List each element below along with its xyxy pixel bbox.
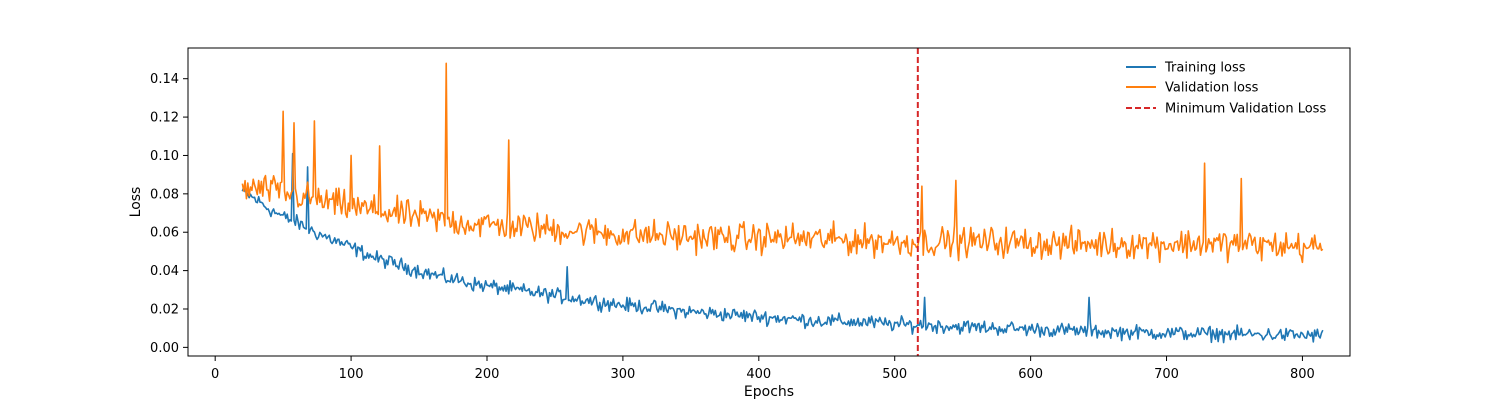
x-axis-ticks: 0 100 200 300 400 500 600 700 800: [211, 356, 1315, 382]
x-tick-label: 800: [1290, 367, 1315, 382]
x-tick-label: 300: [610, 367, 635, 382]
x-tick-label: 0: [211, 367, 219, 382]
y-tick-label: 0.04: [150, 264, 179, 279]
training-loss-line: [241, 152, 1324, 344]
y-tick-label: 0.00: [150, 341, 179, 356]
legend: Training loss Validation loss Minimum Va…: [1126, 61, 1326, 117]
plot-frame: [187, 47, 1351, 357]
x-tick-label: 100: [339, 367, 364, 382]
legend-label-validation-loss: Validation loss: [1165, 81, 1259, 96]
y-tick-label: 0.10: [150, 149, 179, 164]
y-tick-label: 0.06: [150, 226, 179, 241]
x-tick-label: 200: [475, 367, 500, 382]
y-tick-label: 0.08: [150, 187, 179, 202]
x-tick-label: 400: [746, 367, 771, 382]
legend-label-training-loss: Training loss: [1164, 61, 1246, 76]
y-axis-ticks: 0.00 0.02 0.04 0.06 0.08 0.10 0.12 0.14: [150, 72, 188, 356]
x-axis-label: Epochs: [744, 384, 794, 400]
y-axis-label: Loss: [128, 187, 144, 218]
validation-loss-line: [241, 62, 1324, 264]
x-tick-label: 600: [1018, 367, 1043, 382]
x-tick-label: 700: [1154, 367, 1179, 382]
y-tick-label: 0.12: [150, 111, 179, 126]
plot-content: [241, 48, 1324, 356]
y-tick-label: 0.02: [150, 302, 179, 317]
x-tick-label: 500: [882, 367, 907, 382]
legend-label-minimum-validation-loss: Minimum Validation Loss: [1165, 102, 1326, 117]
y-tick-label: 0.14: [150, 72, 179, 87]
